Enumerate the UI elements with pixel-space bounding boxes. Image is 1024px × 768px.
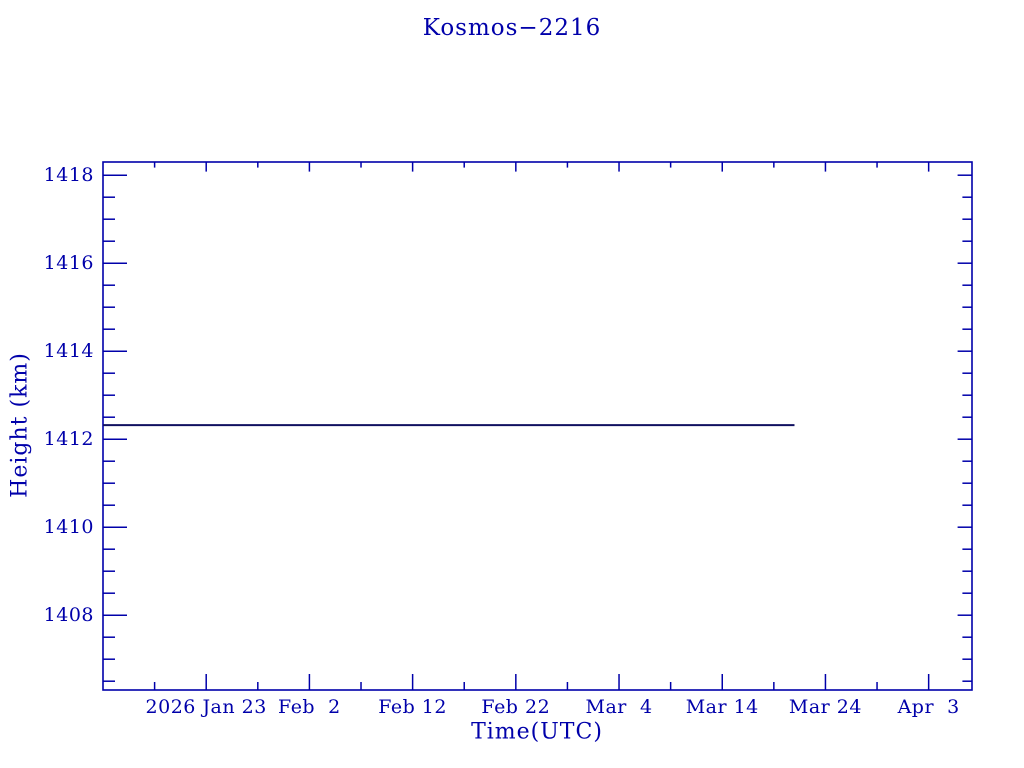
x-tick-label: Feb 22 [481,696,550,718]
x-tick-label: Apr 3 [897,696,960,718]
chart-title: Kosmos−2216 [422,15,602,41]
y-tick-label: 1408 [44,604,94,626]
y-tick-label: 1414 [44,340,94,362]
y-tick-label: 1416 [44,252,94,274]
x-tick-label: Feb 12 [378,696,447,718]
y-tick-label: 1412 [44,428,94,450]
x-tick-label: 2026 Jan 23 [146,696,267,718]
y-tick-label: 1418 [44,164,94,186]
y-tick-label: 1410 [44,516,94,538]
x-tick-label: Mar 14 [686,696,759,718]
x-tick-label: Mar 24 [789,696,862,718]
x-axis-title: Time(UTC) [471,719,603,745]
x-tick-label: Feb 2 [278,696,341,718]
x-tick-label: Mar 4 [586,696,653,718]
